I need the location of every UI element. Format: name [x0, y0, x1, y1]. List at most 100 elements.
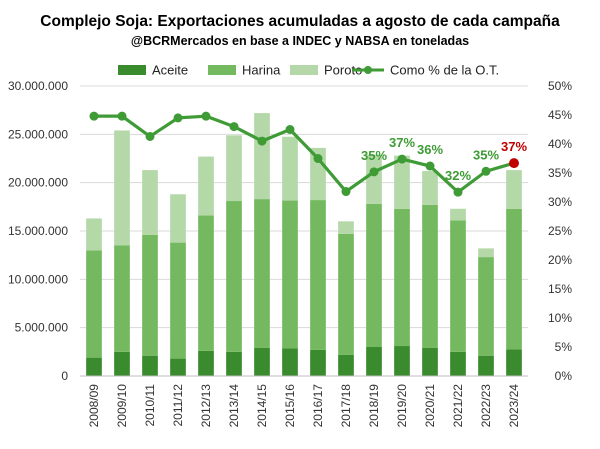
bar-harina — [310, 200, 326, 350]
x-tick-label: 2018/19 — [367, 384, 381, 428]
legend-swatch — [208, 65, 236, 75]
data-label: 35% — [361, 148, 387, 163]
line-point — [481, 166, 491, 176]
x-tick-label: 2019/20 — [395, 384, 409, 428]
bar-harina — [506, 208, 522, 350]
y2-tick-label: 15% — [548, 282, 572, 296]
y-tick-label: 10.000.000 — [8, 272, 68, 286]
line-point — [257, 136, 267, 146]
x-tick-label: 2015/16 — [283, 384, 297, 428]
line-point — [173, 113, 183, 123]
percentage-line: 35%37% 36%32%35%37% — [89, 111, 527, 197]
bar-poroto — [422, 171, 438, 205]
bar-harina — [86, 250, 102, 358]
highlight-point — [509, 158, 519, 169]
y2-tick-label: 5% — [555, 340, 573, 354]
y2-tick-label: 35% — [548, 166, 572, 180]
bar-poroto — [254, 113, 270, 200]
line-point — [313, 154, 323, 163]
y-tick-label: 15.000.000 — [8, 224, 68, 238]
bar-harina — [114, 245, 130, 352]
y-tick-label: 25.000.000 — [8, 127, 68, 141]
bar-aceite — [338, 354, 354, 376]
y2-tick-label: 45% — [548, 108, 572, 122]
legend-label: Poroto — [324, 63, 362, 78]
line-point — [453, 187, 463, 197]
bar-aceite — [198, 350, 214, 376]
bar-harina — [422, 204, 438, 348]
legend-swatch — [118, 65, 146, 75]
y-tick-label: 5.000.000 — [15, 321, 69, 335]
bar-poroto — [198, 156, 214, 216]
y2-tick-label: 25% — [548, 224, 572, 238]
line-point — [397, 154, 407, 164]
data-label: 37% — [501, 139, 527, 154]
line-point — [369, 167, 379, 177]
bar-aceite — [170, 358, 186, 376]
bar-aceite — [254, 347, 270, 376]
bar-harina — [478, 257, 494, 356]
line-point — [285, 125, 295, 134]
bar-poroto — [478, 248, 494, 258]
x-tick-label: 2012/13 — [199, 384, 213, 428]
line-point — [145, 131, 155, 141]
y-tick-label: 30.000.000 — [8, 79, 68, 93]
bar-aceite — [86, 357, 102, 376]
axes: 0 5.000.000 10.000.000 15.000.000 20.000.000… — [8, 79, 572, 427]
x-tick-label: 2017/18 — [339, 384, 353, 428]
x-tick-label: 2021/22 — [451, 384, 465, 428]
bar-harina — [282, 200, 298, 349]
bar-harina — [254, 199, 270, 348]
legend-line-marker — [364, 66, 372, 74]
bar-aceite — [450, 351, 466, 376]
data-label: 37% — [389, 135, 415, 150]
bar-harina — [170, 242, 186, 359]
y2-tick-label: 40% — [548, 137, 572, 151]
data-label: 35% — [473, 147, 499, 162]
bar-aceite — [142, 355, 158, 376]
bar-aceite — [366, 347, 382, 376]
bar-aceite — [114, 351, 130, 376]
y2-tick-label: 50% — [548, 79, 572, 93]
line-point — [117, 111, 127, 121]
line-point — [201, 111, 211, 121]
bar-poroto — [338, 221, 354, 234]
x-tick-label: 2014/15 — [255, 384, 269, 428]
legend-label: Como % de la O.T. — [390, 63, 499, 78]
y-tick-label: 20.000.000 — [8, 176, 68, 190]
legend: Aceite Harina Poroto Como % de la O.T. — [118, 63, 499, 78]
x-tick-label: 2009/10 — [115, 384, 129, 428]
chart-title: Complejo Soja: Exportaciones acumuladas … — [40, 13, 560, 30]
legend-label: Harina — [242, 63, 281, 78]
legend-swatch — [290, 65, 318, 75]
bar-poroto — [86, 218, 102, 251]
bar-aceite — [506, 349, 522, 376]
chart-subtitle: @BCRMercados en base a INDEC y NABSA en … — [131, 34, 469, 48]
bar-harina — [338, 233, 354, 355]
bar-aceite — [422, 347, 438, 376]
bar-poroto — [366, 154, 382, 204]
x-tick-label: 2023/24 — [507, 384, 521, 428]
bar-aceite — [310, 349, 326, 376]
line-point — [425, 161, 435, 171]
bar-harina — [450, 220, 466, 352]
y-tick-label: 0 — [61, 369, 68, 383]
x-tick-label: 2008/09 — [87, 384, 101, 428]
bars — [86, 113, 522, 376]
data-label: 36% — [417, 142, 443, 157]
y2-tick-label: 20% — [548, 253, 572, 267]
bar-aceite — [282, 348, 298, 376]
bar-poroto — [170, 194, 186, 243]
line-point — [229, 122, 239, 132]
bar-poroto — [142, 170, 158, 235]
bar-harina — [394, 208, 410, 347]
y2-tick-label: 10% — [548, 311, 572, 325]
bar-aceite — [394, 346, 410, 376]
x-tick-label: 2020/21 — [423, 384, 437, 428]
bar-harina — [198, 215, 214, 351]
legend-label: Aceite — [152, 63, 188, 78]
bar-harina — [142, 234, 158, 356]
bar-harina — [366, 203, 382, 347]
